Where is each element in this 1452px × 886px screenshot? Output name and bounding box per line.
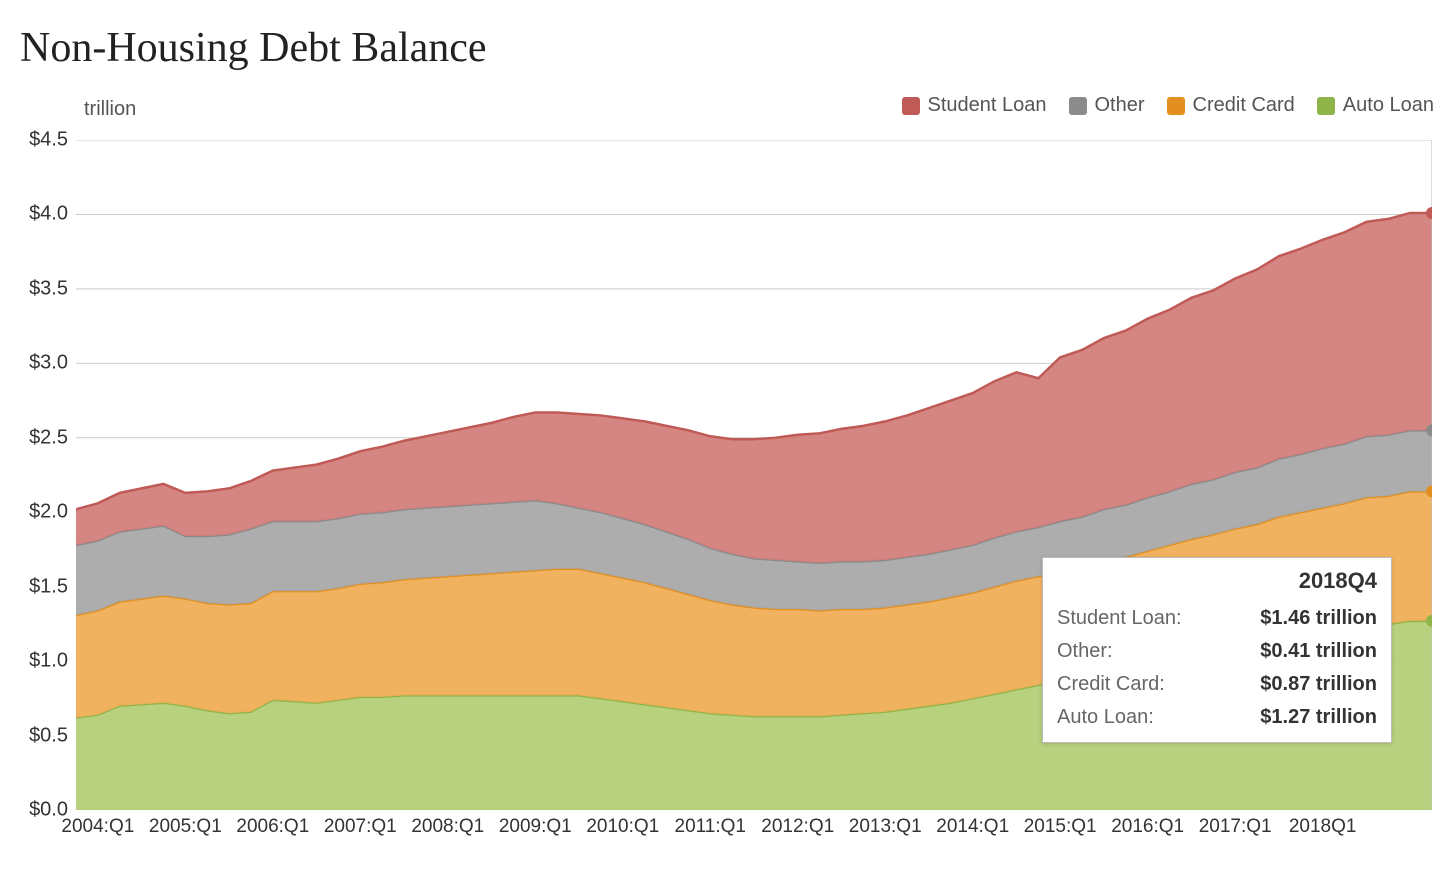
x-tick-label: 2010:Q1 [586,816,659,838]
tooltip-row-label: Auto Loan: [1057,706,1154,729]
x-tick-label: 2017:Q1 [1199,816,1272,838]
y-tick-label: $0.5 [29,724,68,747]
x-tick-label: 2014:Q1 [936,816,1009,838]
x-tick-label: 2011:Q1 [675,816,746,838]
x-tick-label: 2016:Q1 [1111,816,1184,838]
legend-item-other[interactable]: Other [1069,94,1145,117]
legend-label: Student Loan [928,94,1047,117]
tooltip-row-label: Student Loan: [1057,607,1182,630]
tooltip-title: 2018Q4 [1057,568,1377,594]
y-tick-label: $1.5 [29,575,68,598]
legend: Student Loan Other Credit Card Auto Loan [902,94,1435,117]
tooltip-row-value: $0.87 trillion [1260,673,1377,696]
x-tick-label: 2012:Q1 [761,816,834,838]
x-tick-label: 2013:Q1 [849,816,922,838]
x-tick-label: 2007:Q1 [324,816,397,838]
y-tick-label: $3.0 [29,352,68,375]
stacked-area-chart[interactable]: $0.0$0.5$1.0$1.5$2.0$2.5$3.0$3.5$4.0$4.5… [76,140,1432,810]
x-tick-label: 2006:Q1 [236,816,309,838]
tooltip-row: Other: $0.41 trillion [1057,635,1377,668]
y-tick-label: $2.5 [29,426,68,449]
legend-item-credit-card[interactable]: Credit Card [1167,94,1295,117]
legend-swatch [1317,97,1335,115]
legend-label: Auto Loan [1343,94,1434,117]
legend-swatch [1167,97,1185,115]
tooltip-row: Student Loan: $1.46 trillion [1057,602,1377,635]
tooltip-row-value: $1.46 trillion [1260,607,1377,630]
x-tick-label: 2009:Q1 [499,816,572,838]
y-tick-label: $4.5 [29,129,68,152]
legend-label: Credit Card [1193,94,1295,117]
legend-swatch [1069,97,1087,115]
x-tick-label: 2008:Q1 [411,816,484,838]
tooltip-row-value: $1.27 trillion [1260,706,1377,729]
y-tick-label: $4.0 [29,203,68,226]
tooltip-row-label: Credit Card: [1057,673,1165,696]
legend-item-auto-loan[interactable]: Auto Loan [1317,94,1434,117]
x-tick-label: 2005:Q1 [149,816,222,838]
legend-item-student-loan[interactable]: Student Loan [902,94,1047,117]
unit-label: trillion [84,98,136,121]
tooltip-row: Auto Loan: $1.27 trillion [1057,701,1377,734]
tooltip-row-value: $0.41 trillion [1260,640,1377,663]
legend-swatch [902,97,920,115]
tooltip-row: Credit Card: $0.87 trillion [1057,668,1377,701]
y-tick-label: $3.5 [29,277,68,300]
y-tick-label: $1.0 [29,650,68,673]
x-tick-label: 2004:Q1 [61,816,134,838]
legend-label: Other [1095,94,1145,117]
y-tick-label: $2.0 [29,501,68,524]
chart-tooltip: 2018Q4 Student Loan: $1.46 trillion Other: $… [1042,557,1392,743]
x-tick-label: 2015:Q1 [1024,816,1097,838]
chart-title: Non-Housing Debt Balance [20,24,1440,72]
x-tick-label: 2018Q1 [1289,816,1357,838]
tooltip-row-label: Other: [1057,640,1113,663]
